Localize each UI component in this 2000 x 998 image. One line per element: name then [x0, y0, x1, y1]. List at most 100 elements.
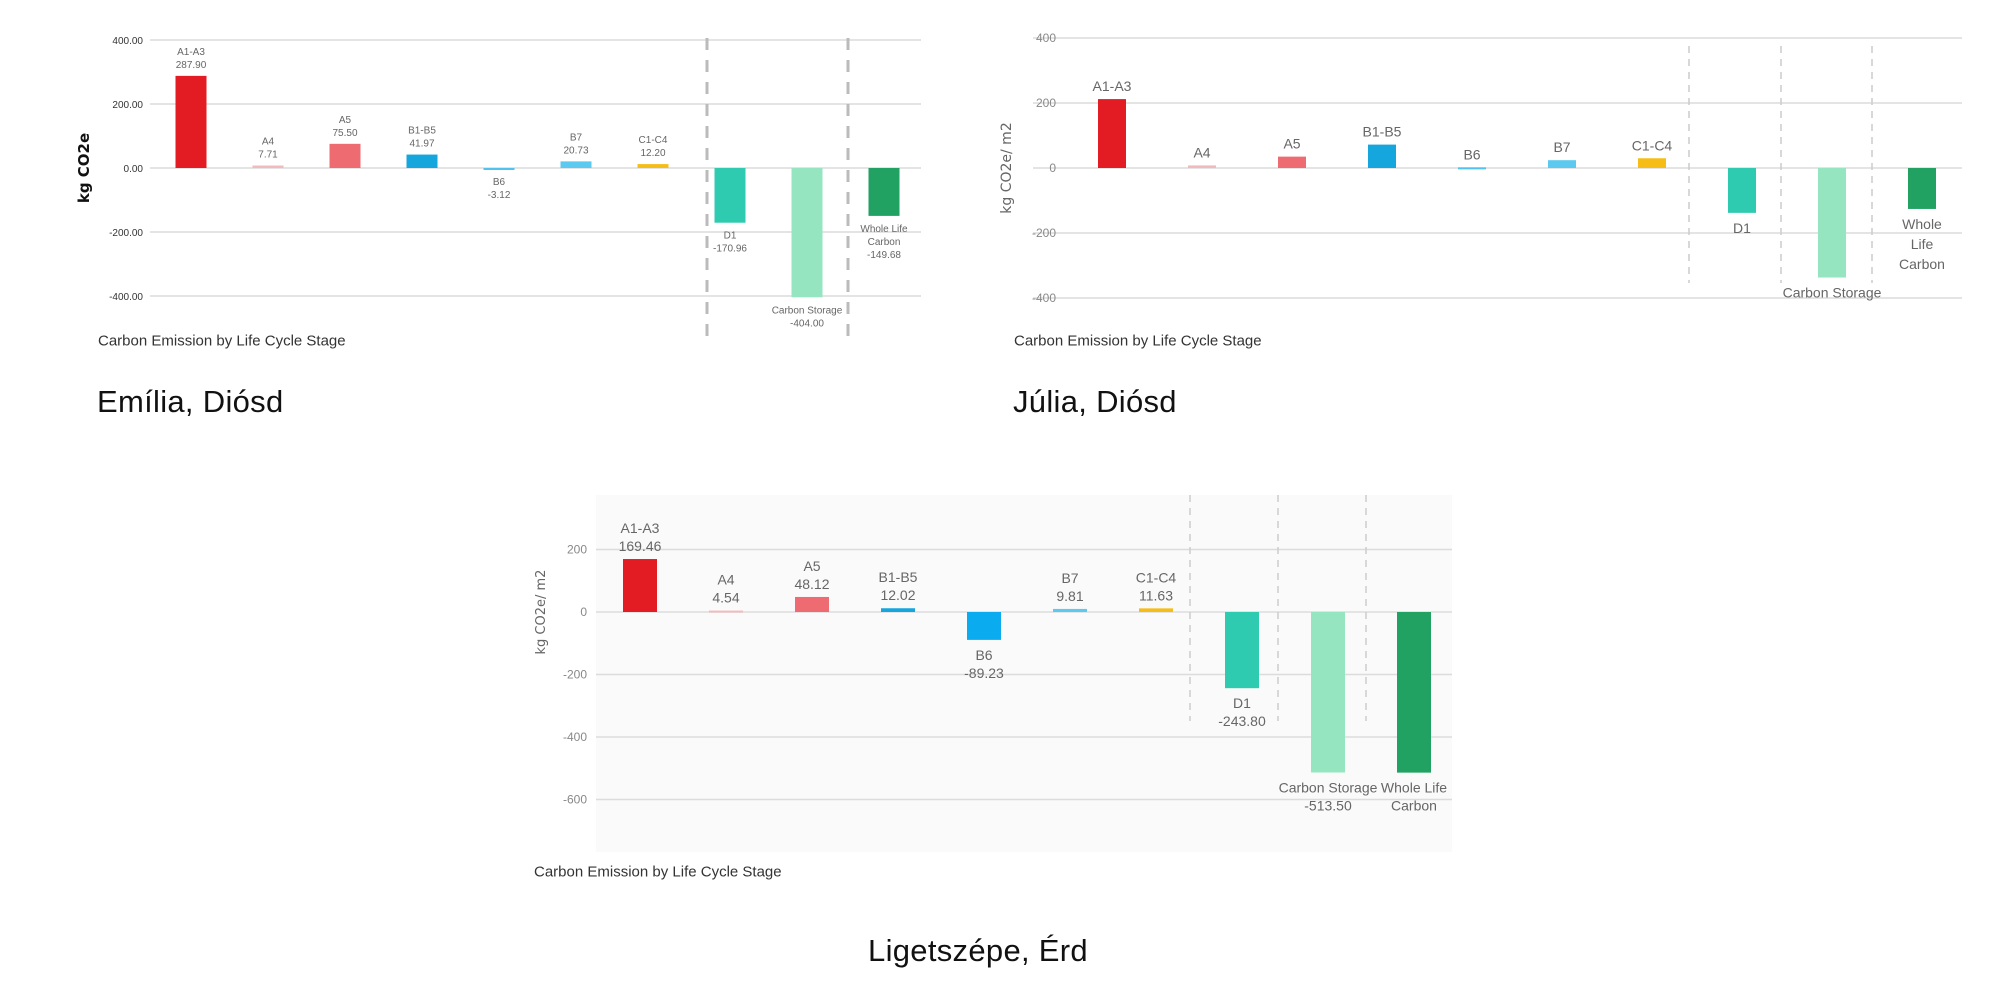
chart-3-bar-b1-b5	[881, 608, 915, 612]
chart-3-data-label: B6	[975, 647, 992, 663]
chart-2-bar-c1-c4	[1638, 158, 1666, 168]
chart-2-data-label: B1-B5	[1363, 124, 1402, 140]
chart-1-data-label: Whole Life	[860, 224, 908, 235]
chart-2-yaxis-label: kg CO2e/ m2	[999, 122, 1015, 213]
chart-3-data-label: A4	[717, 572, 734, 588]
chart-3-data-label: B7	[1061, 570, 1078, 586]
chart-2-ytick-label: 200	[1036, 96, 1056, 110]
chart-3-ytick-label: -200	[563, 668, 587, 682]
chart-3-bar-whole-life-carbon	[1397, 612, 1431, 773]
chart-1-data-label: 75.50	[332, 128, 357, 139]
chart-3-bar-a5	[795, 596, 829, 612]
chart-1-ytick-label: -400.00	[109, 292, 143, 303]
chart-2-ytick-label: 400	[1036, 31, 1056, 45]
chart-1-data-label: 287.90	[176, 60, 207, 71]
chart-2-bar-b1-b5	[1368, 144, 1396, 168]
chart-2-bar-carbon-storage	[1818, 168, 1846, 278]
chart-1-bar-b1-b5	[406, 154, 438, 168]
chart-2-ytick-label: -200	[1032, 226, 1056, 240]
chart-2-data-label: Carbon Storage	[1783, 285, 1882, 301]
chart-2-data-label: C1-C4	[1632, 137, 1673, 153]
chart-3-data-label: Carbon Storage	[1279, 779, 1378, 795]
chart-1-data-label: 7.71	[258, 150, 278, 161]
chart-3-bar-d1	[1225, 612, 1259, 689]
chart-3-title: Carbon Emission by Life Cycle Stage	[534, 863, 782, 881]
chart-3-data-label: 48.12	[794, 576, 829, 592]
chart-3-yaxis-label: kg CO2e/ m2	[534, 570, 549, 655]
chart-1-bar-whole-life-carbon	[868, 168, 900, 216]
chart-2-ytick-label: -400	[1032, 291, 1056, 305]
chart-1-bar-carbon-storage	[791, 168, 823, 298]
chart-1-bar-b7	[560, 161, 592, 168]
chart-3-ytick-label: 0	[580, 605, 587, 619]
chart-3-data-label: D1	[1233, 695, 1251, 711]
chart-2-ytick-label: 0	[1049, 161, 1056, 175]
chart-1-data-label: 12.20	[640, 148, 665, 159]
chart-3-data-label: -513.50	[1304, 797, 1352, 813]
chart-1-bar-a1-a3	[175, 75, 207, 168]
chart-2-bar-d1	[1728, 168, 1756, 213]
chart-3-plot-background	[596, 495, 1452, 852]
chart-1-data-label: -3.12	[488, 190, 511, 201]
chart-1-data-label: A5	[339, 115, 352, 126]
chart-3-data-label: -89.23	[964, 665, 1004, 681]
chart-3-data-label: B1-B5	[879, 569, 918, 585]
chart-3-data-label: -243.80	[1218, 713, 1266, 729]
chart-1-data-label: B1-B5	[408, 126, 436, 137]
chart-3-ytick-label: -600	[563, 793, 587, 807]
chart-1-ytick-label: 0.00	[124, 164, 144, 175]
chart-1-data-label: -404.00	[790, 318, 824, 329]
chart-1-data-label: A4	[262, 137, 275, 148]
chart-3-data-label: Carbon	[1391, 798, 1437, 814]
chart-1-bar-c1-c4	[637, 164, 669, 168]
chart-3-bar-a1-a3	[623, 559, 657, 612]
chart-1-data-label: 41.97	[409, 139, 434, 150]
chart-1-data-label: B6	[493, 177, 506, 188]
chart-2-caption: Júlia, Diósd	[1013, 384, 1177, 419]
chart-2-data-label: A5	[1283, 136, 1300, 152]
chart-1-ytick-label: 200.00	[112, 100, 143, 111]
chart-1-bar-a4	[252, 165, 284, 168]
chart-3-bar-b7	[1053, 608, 1087, 612]
chart-3-data-label: A5	[803, 558, 820, 574]
chart-1-bar-a5	[329, 143, 361, 168]
chart-2-bar-a5	[1278, 156, 1306, 168]
chart-2-bar-b6	[1458, 167, 1486, 170]
chart-3-bar-c1-c4	[1139, 608, 1173, 612]
chart-3-data-label: 11.63	[1139, 587, 1173, 603]
chart-3-data-label: 169.46	[619, 538, 662, 554]
chart-2-data-label: D1	[1733, 220, 1751, 236]
chart-1-title: Carbon Emission by Life Cycle Stage	[98, 332, 346, 350]
chart-3-ytick-label: -400	[563, 730, 587, 744]
chart-1-data-label: Carbon Storage	[772, 305, 843, 316]
chart-3-data-label: 9.81	[1056, 588, 1083, 604]
chart-3-bar-a4	[709, 610, 743, 613]
chart-3-bar-b6	[967, 612, 1001, 640]
chart-2-title: Carbon Emission by Life Cycle Stage	[1014, 332, 1262, 350]
chart-3-data-label: Whole Life	[1381, 780, 1447, 796]
chart-1-bar-d1	[714, 168, 746, 223]
chart-3-bar-carbon-storage	[1311, 612, 1345, 773]
chart-1-ytick-label: 400.00	[112, 36, 143, 47]
chart-3-caption: Ligetszépe, Érd	[868, 933, 1088, 968]
chart-1-yaxis-label: kg CO2e	[75, 133, 93, 203]
chart-3-data-label: 4.54	[712, 590, 739, 606]
chart-2-data-label: Carbon	[1899, 256, 1945, 272]
chart-1-data-label: -170.96	[713, 244, 747, 255]
chart-2-data-label: A1-A3	[1093, 78, 1132, 94]
chart-2-bar-whole-life-carbon	[1908, 168, 1936, 209]
chart-2-data-label: A4	[1193, 144, 1210, 160]
chart-2-data-label: B6	[1463, 146, 1480, 162]
chart-1-data-label: C1-C4	[639, 135, 668, 146]
chart-1-data-label: B7	[570, 132, 583, 143]
chart-3-data-label: A1-A3	[621, 520, 660, 536]
chart-1-caption: Emília, Diósd	[97, 384, 284, 419]
chart-1-ytick-label: -200.00	[109, 228, 143, 239]
chart-1-bar-b6	[483, 168, 515, 170]
chart-3-data-label: C1-C4	[1136, 569, 1177, 585]
chart-3-data-label: 12.02	[880, 587, 915, 603]
chart-2-data-label: Life	[1911, 236, 1934, 252]
chart-2-data-label: B7	[1553, 139, 1570, 155]
chart-2-bar-a4	[1188, 165, 1216, 168]
